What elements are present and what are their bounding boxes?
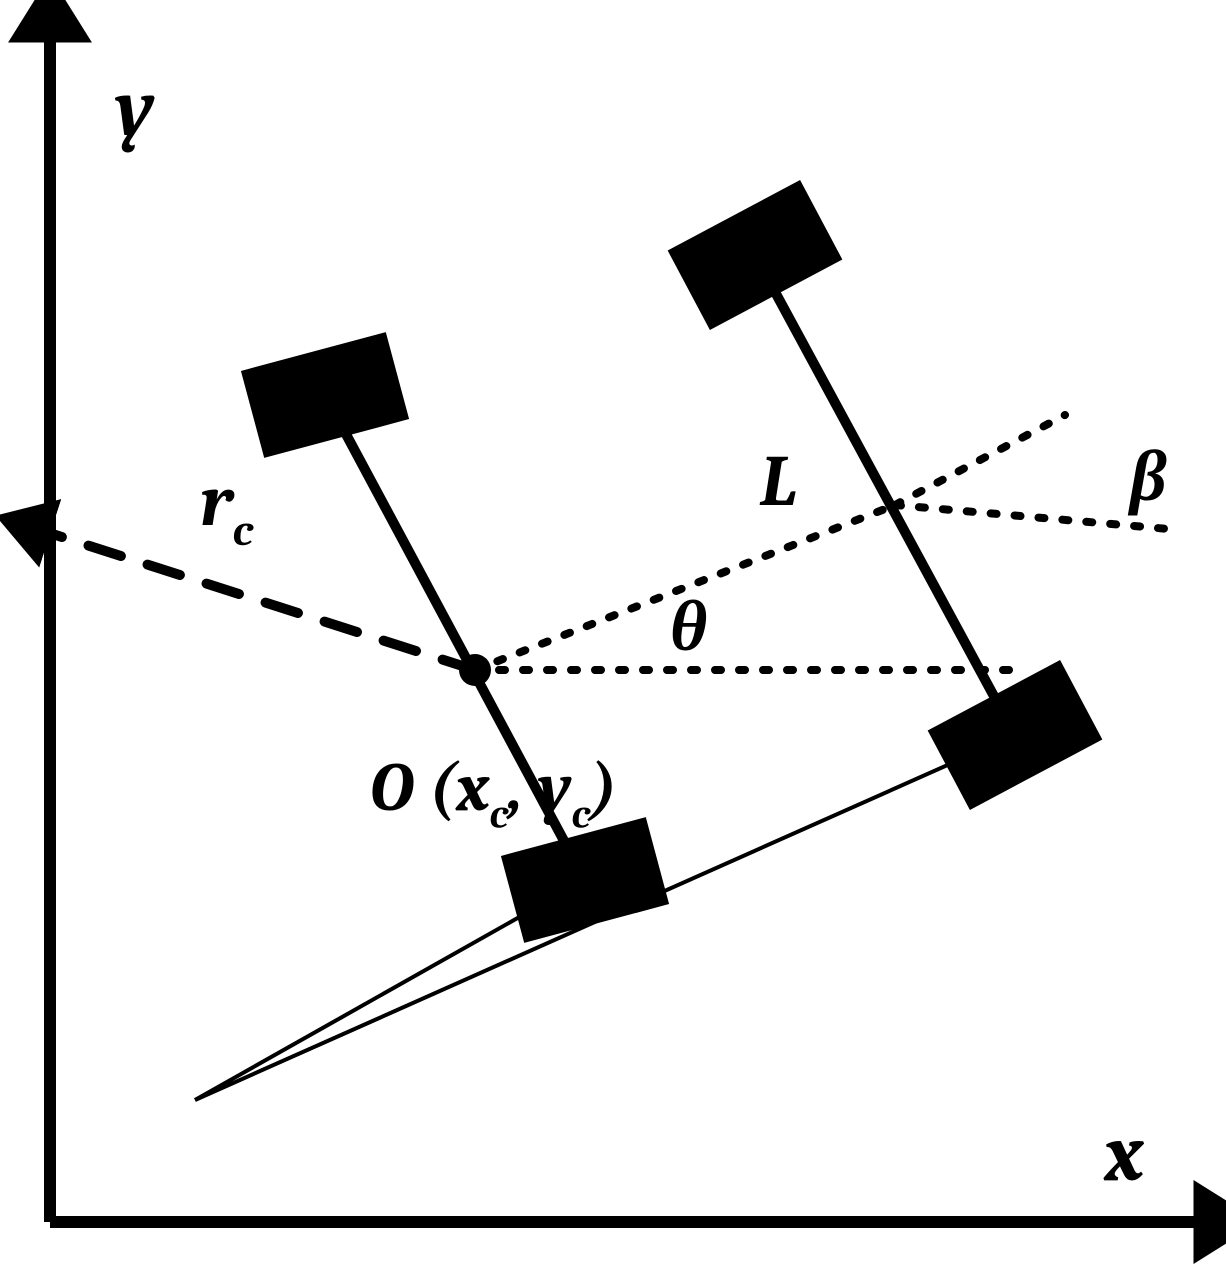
- theta-label: θ: [670, 585, 707, 668]
- x-axis-label: x: [1103, 1108, 1145, 1200]
- L-label: L: [759, 440, 797, 523]
- rear-axle-center: [459, 654, 491, 686]
- beta-label: β: [1127, 435, 1167, 518]
- y-axis-label: y: [114, 63, 155, 155]
